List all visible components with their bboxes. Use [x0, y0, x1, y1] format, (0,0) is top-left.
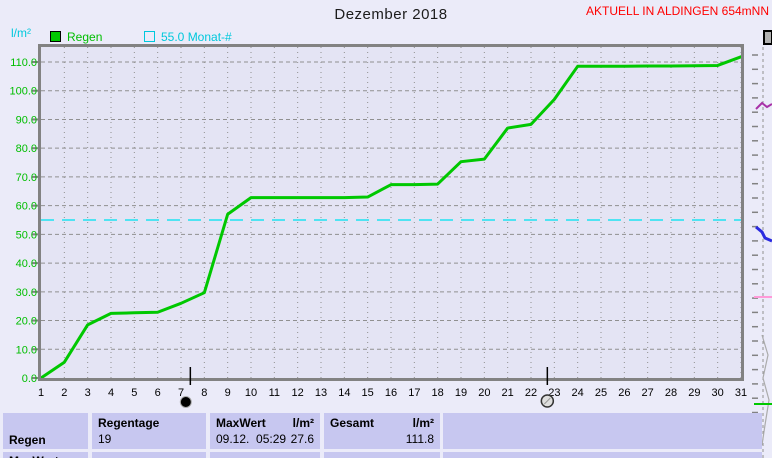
svg-text:25: 25 [595, 387, 607, 399]
svg-text:4: 4 [108, 387, 114, 399]
legend-item-regen: Regen [50, 29, 103, 44]
svg-text:20: 20 [478, 387, 490, 399]
legend-regen-label: Regen [67, 29, 103, 44]
summary-cell-gesamt: Gesamt l/m² 111.8 [324, 413, 440, 449]
svg-text:10.0: 10.0 [16, 344, 37, 356]
svg-text:31: 31 [735, 387, 747, 399]
summary-row2-cell [324, 452, 440, 458]
summary-cell-empty [443, 413, 762, 449]
gesamt-value: 111.8 [405, 432, 434, 446]
maxwert-value: 27.6 [290, 432, 314, 446]
regentage-header: Regentage [98, 416, 160, 430]
summary-row2-label-cell: MaxWert [3, 452, 88, 458]
svg-text:16: 16 [385, 387, 397, 399]
svg-text:19: 19 [455, 387, 467, 399]
svg-text:12: 12 [292, 387, 304, 399]
maxwert-header: MaxWert [216, 416, 266, 430]
gesamt-header: Gesamt [330, 416, 375, 430]
monat-reference-swatch-icon [144, 31, 155, 42]
regentage-value: 19 [98, 432, 112, 446]
svg-text:28: 28 [665, 387, 677, 399]
y-axis-unit-label: l/m² [11, 26, 31, 40]
svg-text:7: 7 [178, 387, 184, 399]
svg-text:26: 26 [618, 387, 630, 399]
maxwert-datetime: 09.12. 05:29 [216, 432, 287, 446]
svg-text:60.0: 60.0 [16, 201, 37, 213]
svg-text:3: 3 [85, 387, 91, 399]
svg-text:1: 1 [38, 387, 44, 399]
summary-cell-row-label: Regen [3, 413, 88, 449]
svg-text:27: 27 [642, 387, 654, 399]
svg-text:90.0: 90.0 [16, 114, 37, 126]
svg-text:18: 18 [432, 387, 444, 399]
svg-text:100.0: 100.0 [9, 86, 37, 98]
legend-monat-label: 55.0 Monat-# [161, 29, 232, 44]
adjacent-panel-fragment [752, 30, 772, 458]
svg-text:13: 13 [315, 387, 327, 399]
svg-text:29: 29 [688, 387, 700, 399]
svg-text:30: 30 [712, 387, 724, 399]
gesamt-unit: l/m² [412, 416, 434, 430]
summary-cell-maxwert: MaxWert l/m² 09.12. 05:29 27.6 [210, 413, 320, 449]
svg-text:11: 11 [269, 387, 280, 399]
summary-row2-cell [92, 452, 206, 458]
svg-text:10: 10 [245, 387, 257, 399]
regen-series-swatch-icon [50, 31, 61, 42]
summary-row2-cell [210, 452, 320, 458]
svg-text:30.0: 30.0 [16, 287, 37, 299]
maxwert-unit: l/m² [292, 416, 314, 430]
svg-text:24: 24 [572, 387, 584, 399]
svg-text:9: 9 [225, 387, 231, 399]
svg-text:20.0: 20.0 [16, 316, 37, 328]
svg-text:15: 15 [362, 387, 374, 399]
row2-label: MaxWert [9, 454, 59, 458]
station-banner: AKTUELL IN ALDINGEN 654mNN [586, 4, 769, 18]
svg-text:21: 21 [502, 387, 514, 399]
svg-text:2: 2 [61, 387, 67, 399]
svg-text:50.0: 50.0 [16, 229, 37, 241]
legend-item-monat-reference: 55.0 Monat-# [144, 29, 232, 44]
summary-cell-regentage: Regentage 19 [92, 413, 206, 449]
svg-text:40.0: 40.0 [16, 258, 37, 270]
svg-text:22: 22 [525, 387, 537, 399]
svg-text:0.0: 0.0 [22, 373, 37, 385]
svg-text:70.0: 70.0 [16, 172, 37, 184]
svg-text:17: 17 [408, 387, 420, 399]
svg-text:6: 6 [155, 387, 161, 399]
summary-row2-cell [443, 452, 762, 458]
svg-text:5: 5 [131, 387, 137, 399]
svg-text:80.0: 80.0 [16, 143, 37, 155]
svg-text:14: 14 [338, 387, 350, 399]
chart-title: Dezember 2018 [334, 6, 448, 23]
svg-text:8: 8 [201, 387, 207, 399]
row1-label: Regen [9, 433, 46, 447]
svg-text:110.0: 110.0 [10, 57, 37, 69]
